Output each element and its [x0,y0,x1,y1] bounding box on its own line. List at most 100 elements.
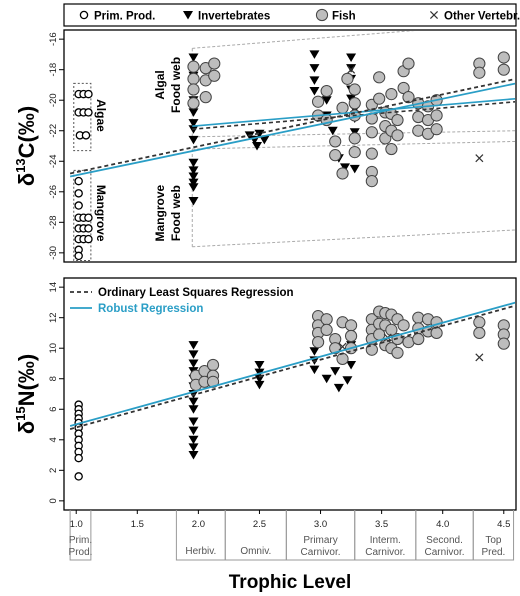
prim-prod-point-0-20 [84,234,93,244]
prim-prod-point-0-21 [74,251,83,261]
prim-prod-point-1-10 [74,453,83,463]
algal-ols-line [192,101,515,131]
fish-point-0-11 [320,84,333,98]
fish-point-0-15 [336,101,349,114]
invertebrate-point-1-7 [188,397,199,407]
other-vertebrate-point-1-2 [475,353,484,362]
fish-point-1-46 [473,326,486,340]
mangrove-web-label-2: Food web [169,185,183,241]
prim-prod-point-0-5 [84,108,93,117]
ylabel-rest-0: C(‰) [14,106,39,159]
ytick-label-0-3: -22 [48,124,59,138]
invertebrate-point-1-8 [188,405,199,414]
fish-point-0-34 [385,88,398,101]
invertebrate-point-0-18 [252,142,263,151]
fit-legend-label-0: Ordinary Least Squares Regression [98,287,294,299]
invertebrate-point-1-13 [188,451,199,460]
ylabel-sup-0: 13 [13,158,28,172]
invertebrate-point-0-13 [188,196,199,206]
invertebrate-point-1-25 [346,361,357,370]
xtick-label-5: 3.5 [375,519,388,530]
ols-line-1 [69,304,515,430]
fish-point-0-43 [402,91,415,104]
ylabel-base-1: δ [14,421,39,434]
prim-prod-point-0-9 [74,189,83,198]
panel-frame-1 [63,277,517,511]
fish-point-1-15 [336,352,349,365]
algal-web-label-2: Food web [169,57,183,113]
group-label-0-0: Prim. [69,535,92,546]
legend: Prim. Prod. Invertebrates Fish Other Verteb… [63,3,520,27]
invertebrate-point-1-12 [188,443,199,452]
fish-point-1-18 [344,329,358,343]
fish-point-0-18 [348,83,361,96]
fish-point-0-13 [329,135,342,148]
invertebrate-point-0-5 [188,119,199,128]
invertebrate-point-1-23 [333,383,344,393]
fish-point-1-4 [206,358,220,372]
ylabel-sup-1: 15 [13,406,28,420]
ytick-label-1-3: 6 [48,407,59,412]
ytick-label-1-7: 14 [48,282,59,293]
fish-point-0-22 [348,146,361,159]
fish-point-1-49 [497,337,510,350]
mangrove-box [73,169,92,261]
ytick-label-1-5: 10 [48,343,59,354]
fish-point-0-8 [208,69,221,82]
fish-point-0-25 [365,126,378,139]
other-vertebrate-point-1-2-stroke-b [475,353,484,362]
other-vertebrate-point-0-1-stroke-b [475,154,484,163]
other-vertebrate-point-0-1 [475,154,484,163]
group-label-3-0: Primary [303,535,337,546]
fish-point-0-54 [473,66,486,79]
fish-point-0-51 [430,109,443,122]
invertebrate-point-0-8 [188,158,199,168]
prim-prod-point-0-7 [81,131,91,140]
invertebrate-point-0-9 [188,166,199,175]
other-vertebrate-point-1-0-stroke-b [338,342,347,351]
fish-point-0-39 [391,129,404,142]
fish-point-1-35 [391,346,404,359]
invertebrate-point-0-27 [339,163,350,172]
legend-marker-3 [429,10,439,20]
group-label-2-0: Omniv. [240,546,271,557]
prim-prod-point-0-10 [74,201,83,210]
fish-point-0-17 [341,72,354,85]
group-label-1-0: Herbiv. [185,546,216,557]
fish-point-1-40 [412,332,425,346]
mangrove-web-label-1: Mangrove [153,184,167,241]
ols-line-0 [69,78,515,175]
fish-point-0-52 [430,123,443,136]
ytick-label-0-5: -26 [48,185,59,199]
invertebrate-point-1-1 [188,350,199,359]
legend-marker-1 [183,11,193,20]
algal-web-label-1: Algal [153,70,167,99]
fish-point-1-10 [311,336,325,349]
prim-prod-point-0-18 [84,224,93,233]
ytick-label-0-2: -20 [48,93,59,107]
ytick-label-0-0: -16 [48,32,59,46]
invertebrate-point-0-36 [349,164,360,174]
legend-label-0: Prim. Prod. [94,11,155,23]
ytick-label-0-7: -30 [48,246,59,260]
ytick-label-0-1: -18 [48,63,59,77]
fish-point-1-11 [320,313,333,326]
plot-area-1 [69,301,515,481]
ylabel-0: δ13C(‰) [13,106,39,186]
legend-label-2: Fish [332,11,356,23]
fish-point-0-26 [365,147,378,160]
invertebrate-point-0-7 [188,135,199,145]
algae-box [73,82,92,152]
fish-point-0-7 [208,57,221,70]
xtick-label-7: 4.5 [497,519,510,530]
invertebrate-point-0-0 [188,53,199,62]
group-label-6-0: Top [485,535,502,546]
invertebrate-point-1-2 [188,359,199,368]
ytick-label-1-4: 8 [48,376,59,381]
invertebrate-point-0-25 [327,126,338,136]
trophic-groups: Prim.Prod. Herbiv. Omniv.PrimaryCarnivor.I… [69,510,515,561]
panel-1: 0 2 4 6 8 10 12 14 δ15N(‰) Ordinary Least Squares… [13,277,517,593]
fish-point-0-16 [336,167,349,180]
invertebrate-point-1-21 [321,374,332,384]
xtick-label-3: 2.5 [253,519,266,530]
